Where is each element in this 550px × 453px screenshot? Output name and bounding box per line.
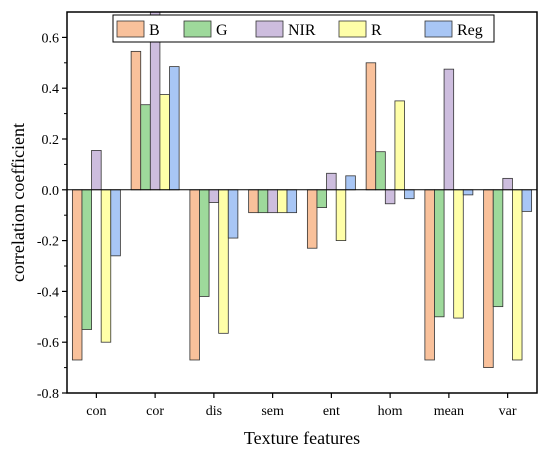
bar-b-con (71, 189, 83, 361)
bar-reg-ent (345, 175, 356, 191)
y-axis-title: correlation coefficient (8, 123, 28, 282)
bar-b-sem (248, 189, 259, 214)
bar-reg-cor (169, 66, 180, 191)
bar-reg-sem (286, 189, 298, 214)
x-axis: con cor dis sem ent hom mean var (86, 393, 517, 419)
bar-nir-dis (208, 189, 220, 203)
bar-r-cor (159, 94, 170, 191)
bar-g-mean (434, 189, 445, 318)
bar-nir-sem (267, 189, 278, 214)
bar-g-ent (316, 189, 327, 208)
bar-r-mean (453, 189, 464, 319)
y-tick-label: -0.8 (37, 387, 59, 402)
y-tick-label: -0.6 (37, 336, 59, 351)
legend: B G NIR R Reg (112, 14, 495, 43)
bars-layer (71, 12, 533, 369)
bar-g-hom (375, 151, 386, 191)
bar-g-sem (257, 189, 269, 214)
y-tick-label: 0.4 (42, 82, 60, 97)
x-tick-label-dis: dis (206, 404, 222, 419)
x-tick-label-con: con (86, 404, 106, 419)
bar-nir-con (91, 150, 102, 191)
x-tick-label-cor: cor (146, 404, 164, 419)
legend-label-r: R (371, 22, 382, 39)
bar-reg-con (110, 189, 121, 257)
plot-frame (66, 11, 538, 394)
bar-g-var (492, 189, 504, 308)
bar-r-con (100, 189, 112, 343)
legend-label-b: B (149, 22, 160, 39)
y-axis: -0.8 -0.6 -0.4 -0.2 0.0 0.2 0.4 0.6 (37, 31, 67, 402)
bar-r-hom (394, 100, 405, 191)
bar-g-cor (140, 104, 151, 191)
y-tick-label: -0.4 (37, 285, 59, 300)
bar-reg-hom (404, 189, 415, 200)
bar-reg-var (521, 189, 533, 212)
bar-b-hom (365, 62, 377, 191)
legend-swatch-g (183, 20, 212, 38)
x-tick-label-hom: hom (378, 404, 403, 419)
bar-b-ent (306, 189, 318, 249)
bar-g-con (81, 189, 92, 330)
legend-swatch-r (338, 20, 367, 38)
bar-b-var (483, 189, 494, 369)
x-tick-label-sem: sem (261, 404, 284, 419)
bar-b-cor (130, 50, 142, 191)
y-tick-label: 0.0 (42, 184, 60, 199)
bar-reg-mean (462, 189, 474, 196)
legend-label-reg: Reg (457, 22, 483, 39)
x-tick-label-mean: mean (434, 404, 464, 419)
y-tick-label: 0.6 (42, 31, 60, 46)
bar-nir-var (502, 177, 513, 191)
y-tick-label: -0.2 (37, 235, 59, 250)
legend-swatch-reg (424, 20, 453, 38)
legend-label-g: G (216, 22, 228, 39)
bar-nir-ent (326, 172, 337, 191)
bar-b-mean (424, 189, 435, 361)
legend-swatch-b (116, 20, 145, 38)
bar-r-ent (335, 189, 347, 242)
legend-label-nir: NIR (288, 22, 316, 39)
bar-nir-hom (384, 189, 396, 205)
x-tick-label-var: var (499, 404, 517, 419)
x-axis-title: Texture features (244, 428, 360, 448)
y-tick-label: 0.2 (42, 133, 60, 148)
bar-g-dis (199, 189, 210, 297)
bar-reg-dis (227, 189, 239, 239)
x-tick-label-ent: ent (323, 404, 340, 419)
bar-r-var (512, 189, 523, 361)
legend-swatch-nir (255, 20, 284, 38)
bar-r-sem (277, 189, 288, 214)
bar-nir-mean (443, 68, 455, 191)
bar-r-dis (218, 189, 229, 334)
bar-b-dis (189, 189, 200, 361)
